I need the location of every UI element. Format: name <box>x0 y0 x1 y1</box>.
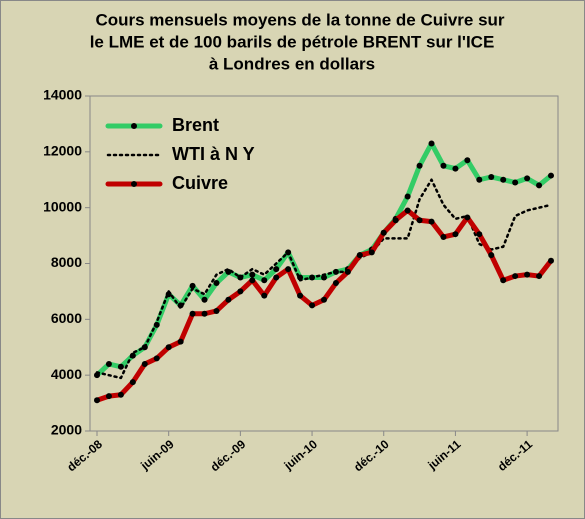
y-tick-label: 6000 <box>51 310 82 326</box>
x-tick-label: juin-09 <box>137 437 177 473</box>
point-marker <box>141 361 148 367</box>
x-tick-label: déc.-11 <box>495 437 535 474</box>
point-marker <box>273 274 280 281</box>
point-marker <box>500 176 507 183</box>
point-marker <box>273 266 280 273</box>
point-marker <box>105 361 112 367</box>
point-marker <box>189 282 196 289</box>
point-marker <box>440 233 447 240</box>
point-marker <box>452 231 459 238</box>
point-marker <box>452 165 459 172</box>
x-tick-label: juin-11 <box>425 437 464 473</box>
legend-label: Cuivre <box>172 173 228 193</box>
point-marker <box>428 218 435 225</box>
chart-title: Cours mensuels moyens de la tonne de Cui… <box>90 10 505 73</box>
point-marker <box>309 302 316 309</box>
legend-label: Brent <box>172 115 219 135</box>
point-marker <box>416 162 423 169</box>
point-marker <box>249 271 256 278</box>
x-tick-label: déc.-08 <box>64 437 105 475</box>
y-tick-label: 2000 <box>51 422 82 438</box>
series-line <box>94 140 554 378</box>
point-marker <box>512 179 519 186</box>
point-marker <box>548 257 554 264</box>
point-marker <box>117 363 124 370</box>
point-marker <box>332 280 339 287</box>
point-marker <box>476 231 483 238</box>
point-marker <box>524 271 531 278</box>
point-marker <box>464 214 471 221</box>
point-marker <box>464 157 471 164</box>
title-line: Cours mensuels moyens de la tonne de Cui… <box>95 10 504 29</box>
point-marker <box>129 379 136 386</box>
point-marker <box>428 140 435 147</box>
point-marker <box>440 162 447 169</box>
point-marker <box>356 252 363 259</box>
point-marker <box>344 268 351 275</box>
point-marker <box>261 277 268 284</box>
legend-label: WTI à N Y <box>172 144 255 164</box>
point-marker <box>189 310 196 317</box>
point-marker <box>524 175 531 182</box>
point-marker <box>105 393 112 400</box>
plot-area <box>89 95 559 432</box>
point-marker <box>94 397 100 404</box>
point-marker <box>285 266 292 273</box>
x-tick-label: déc.-10 <box>351 437 392 475</box>
point-marker <box>201 296 208 303</box>
point-marker <box>536 182 543 189</box>
point-marker <box>380 229 387 236</box>
y-tick-label: 14000 <box>43 87 82 103</box>
point-marker <box>297 292 304 299</box>
point-marker <box>536 273 543 280</box>
x-tick-label: juin-10 <box>281 437 321 473</box>
point-marker <box>500 277 507 284</box>
point-marker <box>488 252 495 259</box>
y-tick-label: 10000 <box>43 198 82 214</box>
point-marker <box>153 355 160 362</box>
point-marker <box>476 176 483 183</box>
point-marker <box>213 307 220 314</box>
point-marker <box>225 296 232 303</box>
y-tick-label: 8000 <box>51 254 82 270</box>
point-marker <box>213 280 220 287</box>
legend-marker <box>131 181 137 187</box>
title-line: le LME et de 100 barils de pétrole BRENT… <box>90 32 495 51</box>
point-marker <box>249 277 256 284</box>
point-marker <box>488 173 495 180</box>
y-tick-label: 4000 <box>51 366 82 382</box>
point-marker <box>548 172 554 179</box>
point-marker <box>201 310 208 317</box>
legend-marker <box>131 123 137 129</box>
point-marker <box>117 391 124 398</box>
point-marker <box>237 288 244 295</box>
point-marker <box>416 217 423 224</box>
point-marker <box>321 296 327 303</box>
y-tick-label: 12000 <box>43 143 82 159</box>
point-marker <box>165 344 172 351</box>
title-line: à Londres en dollars <box>209 54 375 73</box>
point-marker <box>404 207 411 214</box>
x-tick-label: déc.-09 <box>208 437 249 475</box>
point-marker <box>392 217 399 224</box>
point-marker <box>404 193 411 200</box>
point-marker <box>512 273 519 280</box>
point-marker <box>368 249 375 256</box>
point-marker <box>261 292 268 299</box>
series-line <box>95 178 553 380</box>
point-marker <box>177 338 184 345</box>
